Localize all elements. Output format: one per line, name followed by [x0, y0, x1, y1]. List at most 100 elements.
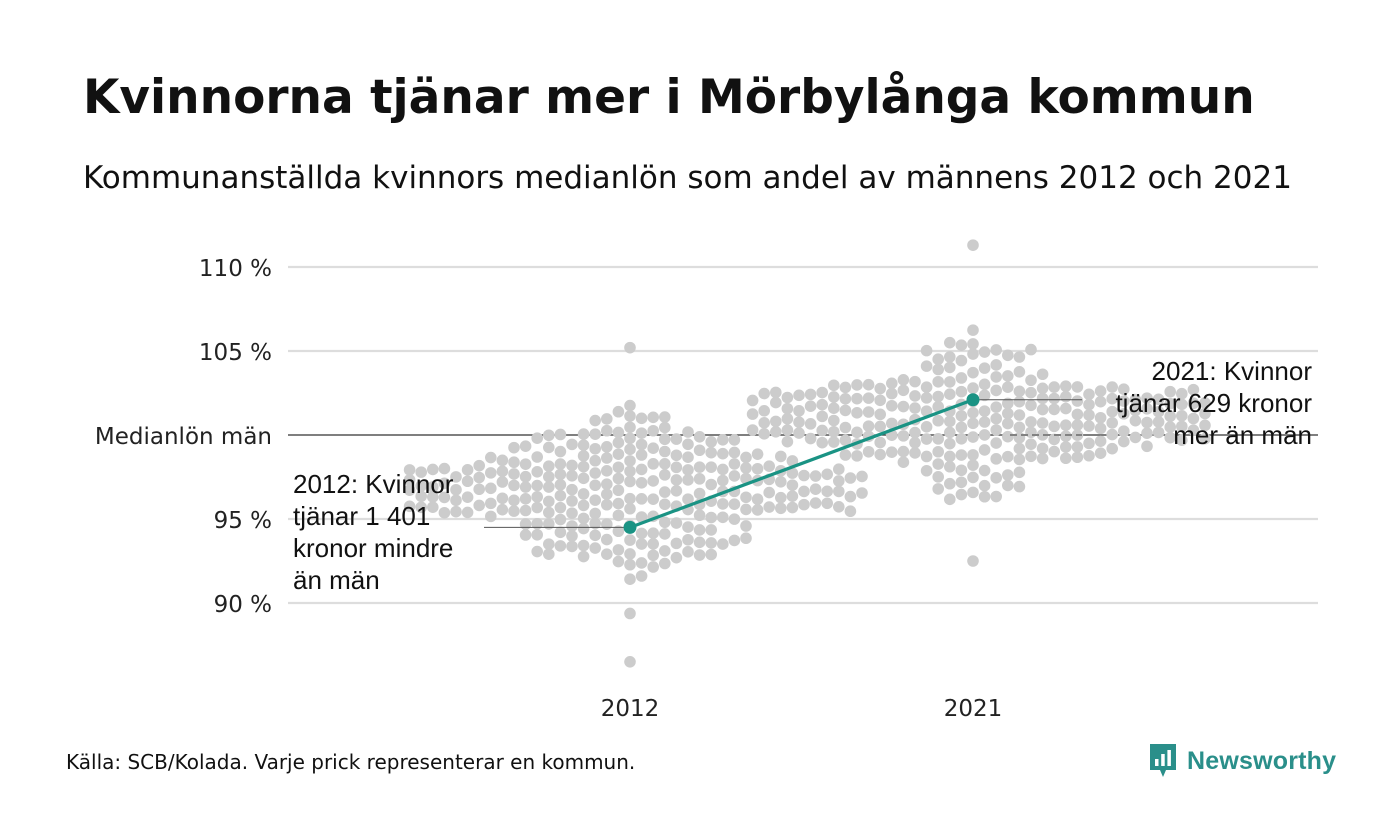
dot	[531, 451, 543, 463]
dot	[519, 470, 532, 483]
dot	[647, 538, 659, 550]
dot	[1060, 380, 1072, 393]
dot	[635, 538, 648, 550]
dot	[461, 464, 474, 476]
dot	[577, 522, 590, 535]
dot	[775, 450, 787, 463]
dot	[670, 461, 683, 474]
dot	[438, 506, 451, 519]
dot	[1048, 445, 1060, 458]
dot	[1187, 397, 1200, 410]
dot	[438, 462, 451, 475]
dot	[1118, 395, 1130, 407]
dot	[798, 485, 810, 498]
dot	[589, 494, 601, 506]
dot	[670, 551, 683, 564]
dot	[862, 406, 875, 418]
dot	[1002, 407, 1014, 420]
dot	[932, 363, 944, 376]
dot	[839, 381, 852, 394]
dot	[1060, 441, 1072, 453]
dot	[851, 379, 863, 391]
dot	[932, 353, 944, 366]
dot	[932, 414, 944, 427]
dot	[816, 410, 828, 423]
dot	[967, 239, 979, 251]
dot	[624, 455, 636, 467]
dot	[1106, 405, 1118, 418]
dot	[508, 479, 520, 492]
dot	[763, 486, 775, 499]
dot	[1094, 422, 1107, 435]
dot	[1013, 409, 1026, 421]
dot	[1164, 431, 1176, 444]
dot	[693, 536, 706, 549]
dot	[804, 418, 817, 430]
dot	[978, 378, 991, 391]
dot	[554, 478, 567, 491]
dot	[427, 463, 439, 476]
dot	[543, 506, 555, 519]
dot	[821, 497, 833, 510]
dot	[967, 382, 979, 394]
dot	[427, 481, 439, 493]
dot	[770, 426, 782, 438]
dot	[589, 507, 601, 520]
dot	[978, 362, 991, 374]
dot	[740, 451, 752, 464]
dot	[577, 472, 590, 485]
dot	[705, 446, 717, 459]
dot	[670, 537, 683, 550]
dot	[862, 420, 875, 432]
y-tick-label: 95 %	[214, 508, 272, 534]
dot	[659, 457, 671, 470]
dot	[577, 499, 590, 512]
dot	[693, 473, 706, 485]
dot	[1025, 426, 1037, 439]
dot	[601, 498, 613, 511]
dot	[967, 338, 979, 350]
dot	[589, 479, 601, 492]
dot	[589, 542, 601, 554]
y-axis-labels: 110 % 105 % Medianlön män 95 % 90 %	[95, 256, 272, 618]
dot	[554, 468, 567, 481]
dot	[531, 465, 543, 478]
dot	[1002, 349, 1014, 362]
dot	[543, 441, 555, 454]
dot	[717, 463, 729, 476]
dot	[566, 540, 578, 553]
dot	[1176, 398, 1188, 411]
dot	[589, 454, 601, 467]
dot	[717, 433, 729, 446]
dot	[601, 413, 613, 425]
dot	[403, 464, 416, 476]
dot	[1071, 451, 1084, 464]
dot	[635, 449, 648, 461]
dot	[955, 410, 968, 422]
dot	[944, 376, 956, 388]
newsworthy-logo[interactable]: Newsworthy	[1148, 742, 1336, 780]
dot	[786, 455, 799, 467]
dot	[775, 491, 787, 504]
dot	[1071, 395, 1084, 407]
dot	[1002, 381, 1014, 393]
dot	[1025, 416, 1037, 428]
dot	[1013, 466, 1026, 479]
dot	[473, 499, 486, 512]
dot	[1060, 402, 1072, 415]
dot	[1141, 392, 1153, 404]
annotation-2012-line: kronor mindre	[293, 533, 454, 563]
dot	[496, 465, 509, 478]
dot	[705, 436, 717, 448]
dot	[839, 421, 852, 434]
dot	[717, 474, 729, 487]
dot	[693, 444, 706, 457]
dot	[1118, 383, 1130, 395]
dot	[793, 389, 805, 402]
dot	[967, 459, 979, 471]
dot	[624, 607, 636, 620]
dot	[978, 479, 991, 492]
dot	[1036, 403, 1049, 416]
dot	[589, 414, 601, 427]
dot	[1187, 424, 1200, 437]
